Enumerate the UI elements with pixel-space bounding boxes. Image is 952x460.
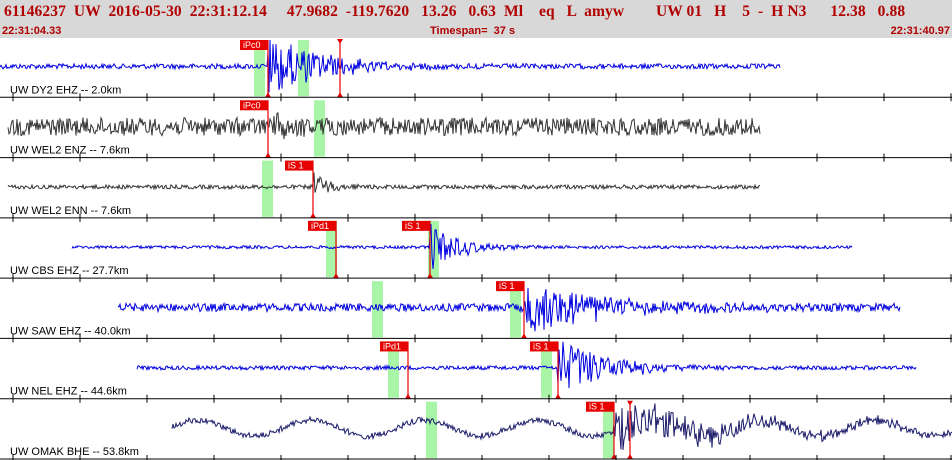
phase-window-highlight	[603, 401, 614, 458]
pick-marker-bottom[interactable]	[427, 273, 433, 279]
pick-label: iPd1	[311, 221, 329, 231]
pick-label-box[interactable]	[496, 281, 524, 292]
event-header: 61146237 UW 2016-05-30 22:31:12.14 47.96…	[0, 0, 952, 38]
station-label: UW WEL2 ENZ -- 7.6km	[10, 145, 130, 157]
waveform-trace	[117, 287, 901, 332]
pick-marker-bottom[interactable]	[555, 393, 561, 399]
pick-label-box[interactable]	[285, 160, 313, 171]
phase-window-highlight	[326, 220, 337, 278]
phase-window-highlight	[298, 40, 309, 97]
pick-marker-bottom[interactable]	[265, 152, 271, 158]
station-label: UW WEL2 ENN -- 7.6km	[10, 205, 131, 217]
pick-label: iS 1	[288, 161, 304, 171]
pick-marker-bottom[interactable]	[405, 393, 411, 399]
pick-label: iS 1	[499, 281, 515, 291]
pick-marker-bottom[interactable]	[333, 273, 339, 279]
seismogram-panel[interactable]: iPc0 UW DY2 EHZ -- 2.0km iPc0 UW WEL2 ENZ -…	[0, 38, 952, 460]
phase-window-highlight	[426, 401, 437, 458]
station-label: UW OMAK BHE -- 53.8km	[10, 446, 139, 458]
station-label: UW DY2 EHZ -- 2.0km	[10, 84, 121, 96]
pick-label-box[interactable]	[308, 220, 336, 231]
trace-row[interactable]: iS 1 UW WEL2 ENN -- 7.6km	[0, 160, 952, 222]
start-time-label: 22:31:04.33	[2, 25, 62, 37]
phase-window-highlight	[541, 341, 552, 398]
trace-row[interactable]: iPc0 UW DY2 EHZ -- 2.0km	[0, 39, 952, 102]
pick-marker-top[interactable]	[337, 39, 343, 44]
event-summary-line: 61146237 UW 2016-05-30 22:31:12.14 47.96…	[4, 3, 906, 20]
pick-marker-bottom[interactable]	[337, 92, 343, 98]
waveform-trace	[136, 341, 917, 389]
pick-label-box[interactable]	[402, 220, 430, 231]
station-label: UW SAW EHZ -- 40.0km	[10, 325, 131, 337]
pick-label: iS 1	[589, 402, 605, 412]
trace-row[interactable]: iPc0 UW WEL2 ENZ -- 7.6km	[0, 100, 952, 162]
pick-label-box[interactable]	[586, 401, 614, 412]
waveform-trace	[7, 112, 761, 140]
phase-window-highlight	[314, 100, 325, 157]
end-time-label: 22:31:40.97	[890, 25, 950, 37]
waveform-trace	[7, 172, 760, 193]
phase-window-highlight	[510, 281, 521, 338]
pick-label-box[interactable]	[240, 40, 268, 50]
pick-label: iPc0	[243, 100, 261, 110]
pick-label-box[interactable]	[380, 341, 408, 352]
pick-label: iS 1	[533, 341, 549, 351]
timespan-label: Timespan= 37 s	[430, 25, 516, 37]
station-label: UW CBS EHZ -- 27.7km	[10, 265, 129, 277]
trace-row[interactable]: iPd1 iS 1 UW NEL EHZ -- 44.6km	[0, 341, 952, 403]
waveform-trace	[71, 224, 853, 269]
pick-label: iS 1	[405, 221, 421, 231]
pick-label: iPc0	[243, 40, 261, 50]
pick-marker-bottom[interactable]	[627, 454, 633, 459]
pick-label: iPd1	[383, 341, 401, 351]
phase-window-highlight	[428, 220, 439, 278]
pick-marker-bottom[interactable]	[265, 92, 271, 98]
pick-label-box[interactable]	[240, 100, 268, 111]
trace-row[interactable]: iS 1 UW SAW EHZ -- 40.0km	[0, 281, 952, 343]
pick-marker-top[interactable]	[627, 400, 633, 406]
trace-row[interactable]: iPd1 iS 1 UW CBS EHZ -- 27.7km	[0, 220, 952, 283]
pick-label-box[interactable]	[530, 341, 558, 352]
waveform-trace	[0, 39, 781, 93]
phase-window-highlight	[388, 341, 399, 398]
waveform-trace	[171, 403, 952, 451]
pick-marker-bottom[interactable]	[310, 212, 316, 218]
station-label: UW NEL EHZ -- 44.6km	[10, 386, 127, 398]
trace-row[interactable]: iS 1 UW OMAK BHE -- 53.8km	[0, 400, 952, 460]
pick-marker-bottom[interactable]	[521, 333, 527, 339]
